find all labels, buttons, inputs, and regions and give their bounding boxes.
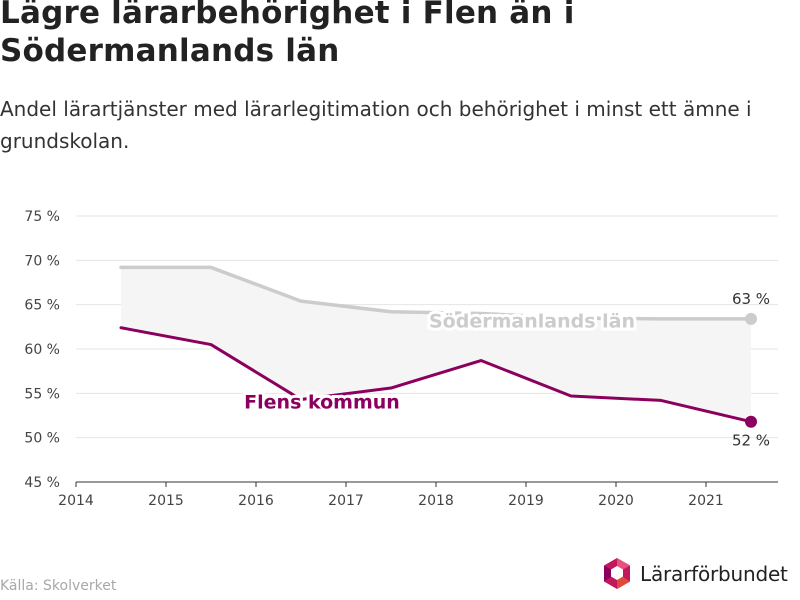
x-tick-label: 2019 [508,493,544,509]
lan-series-label: Södermanlands län [429,311,635,333]
y-tick-label: 50 % [24,431,60,447]
y-tick-label: 60 % [24,342,60,358]
lan-end-label: 63 % [732,290,770,308]
lan-series-end-point [745,312,757,325]
x-tick-label: 2018 [418,493,454,509]
hexagon-logo-icon [604,558,630,589]
flen-end-label: 52 % [732,432,770,450]
x-tick-label: 2015 [148,493,184,509]
chart-title: Lägre lärarbehörighet i Flen än i Söderm… [0,0,575,69]
source-note: Källa: Skolverket [0,578,117,594]
flen-series-end-point [745,415,757,428]
chart-subtitle: Andel lärartjänster med lärarlegitimatio… [0,97,752,153]
lan-series-line [119,265,753,321]
flen-series-line [119,326,753,424]
x-tick-label: 2017 [328,493,364,509]
gap-band [121,267,751,422]
brand-logo: Lärarförbundet [602,557,788,590]
flen-series-label: Flens kommun [244,391,400,413]
x-tick-label: 2014 [58,493,94,509]
y-tick-label: 65 % [24,298,60,314]
y-tick-label: 45 % [24,475,60,491]
x-tick-label: 2021 [688,493,724,509]
line-chart: 45 % 50 % 55 % 60 % 65 % 70 % 75 % 2014 2015 2016… [24,209,778,509]
y-tick-label: 75 % [24,209,60,225]
y-tick-label: 70 % [24,253,60,269]
y-tick-label: 55 % [24,386,60,402]
x-tick-label: 2020 [598,493,634,509]
logo-text: Lärarförbundet [640,561,788,586]
x-tick-label: 2016 [238,493,274,509]
